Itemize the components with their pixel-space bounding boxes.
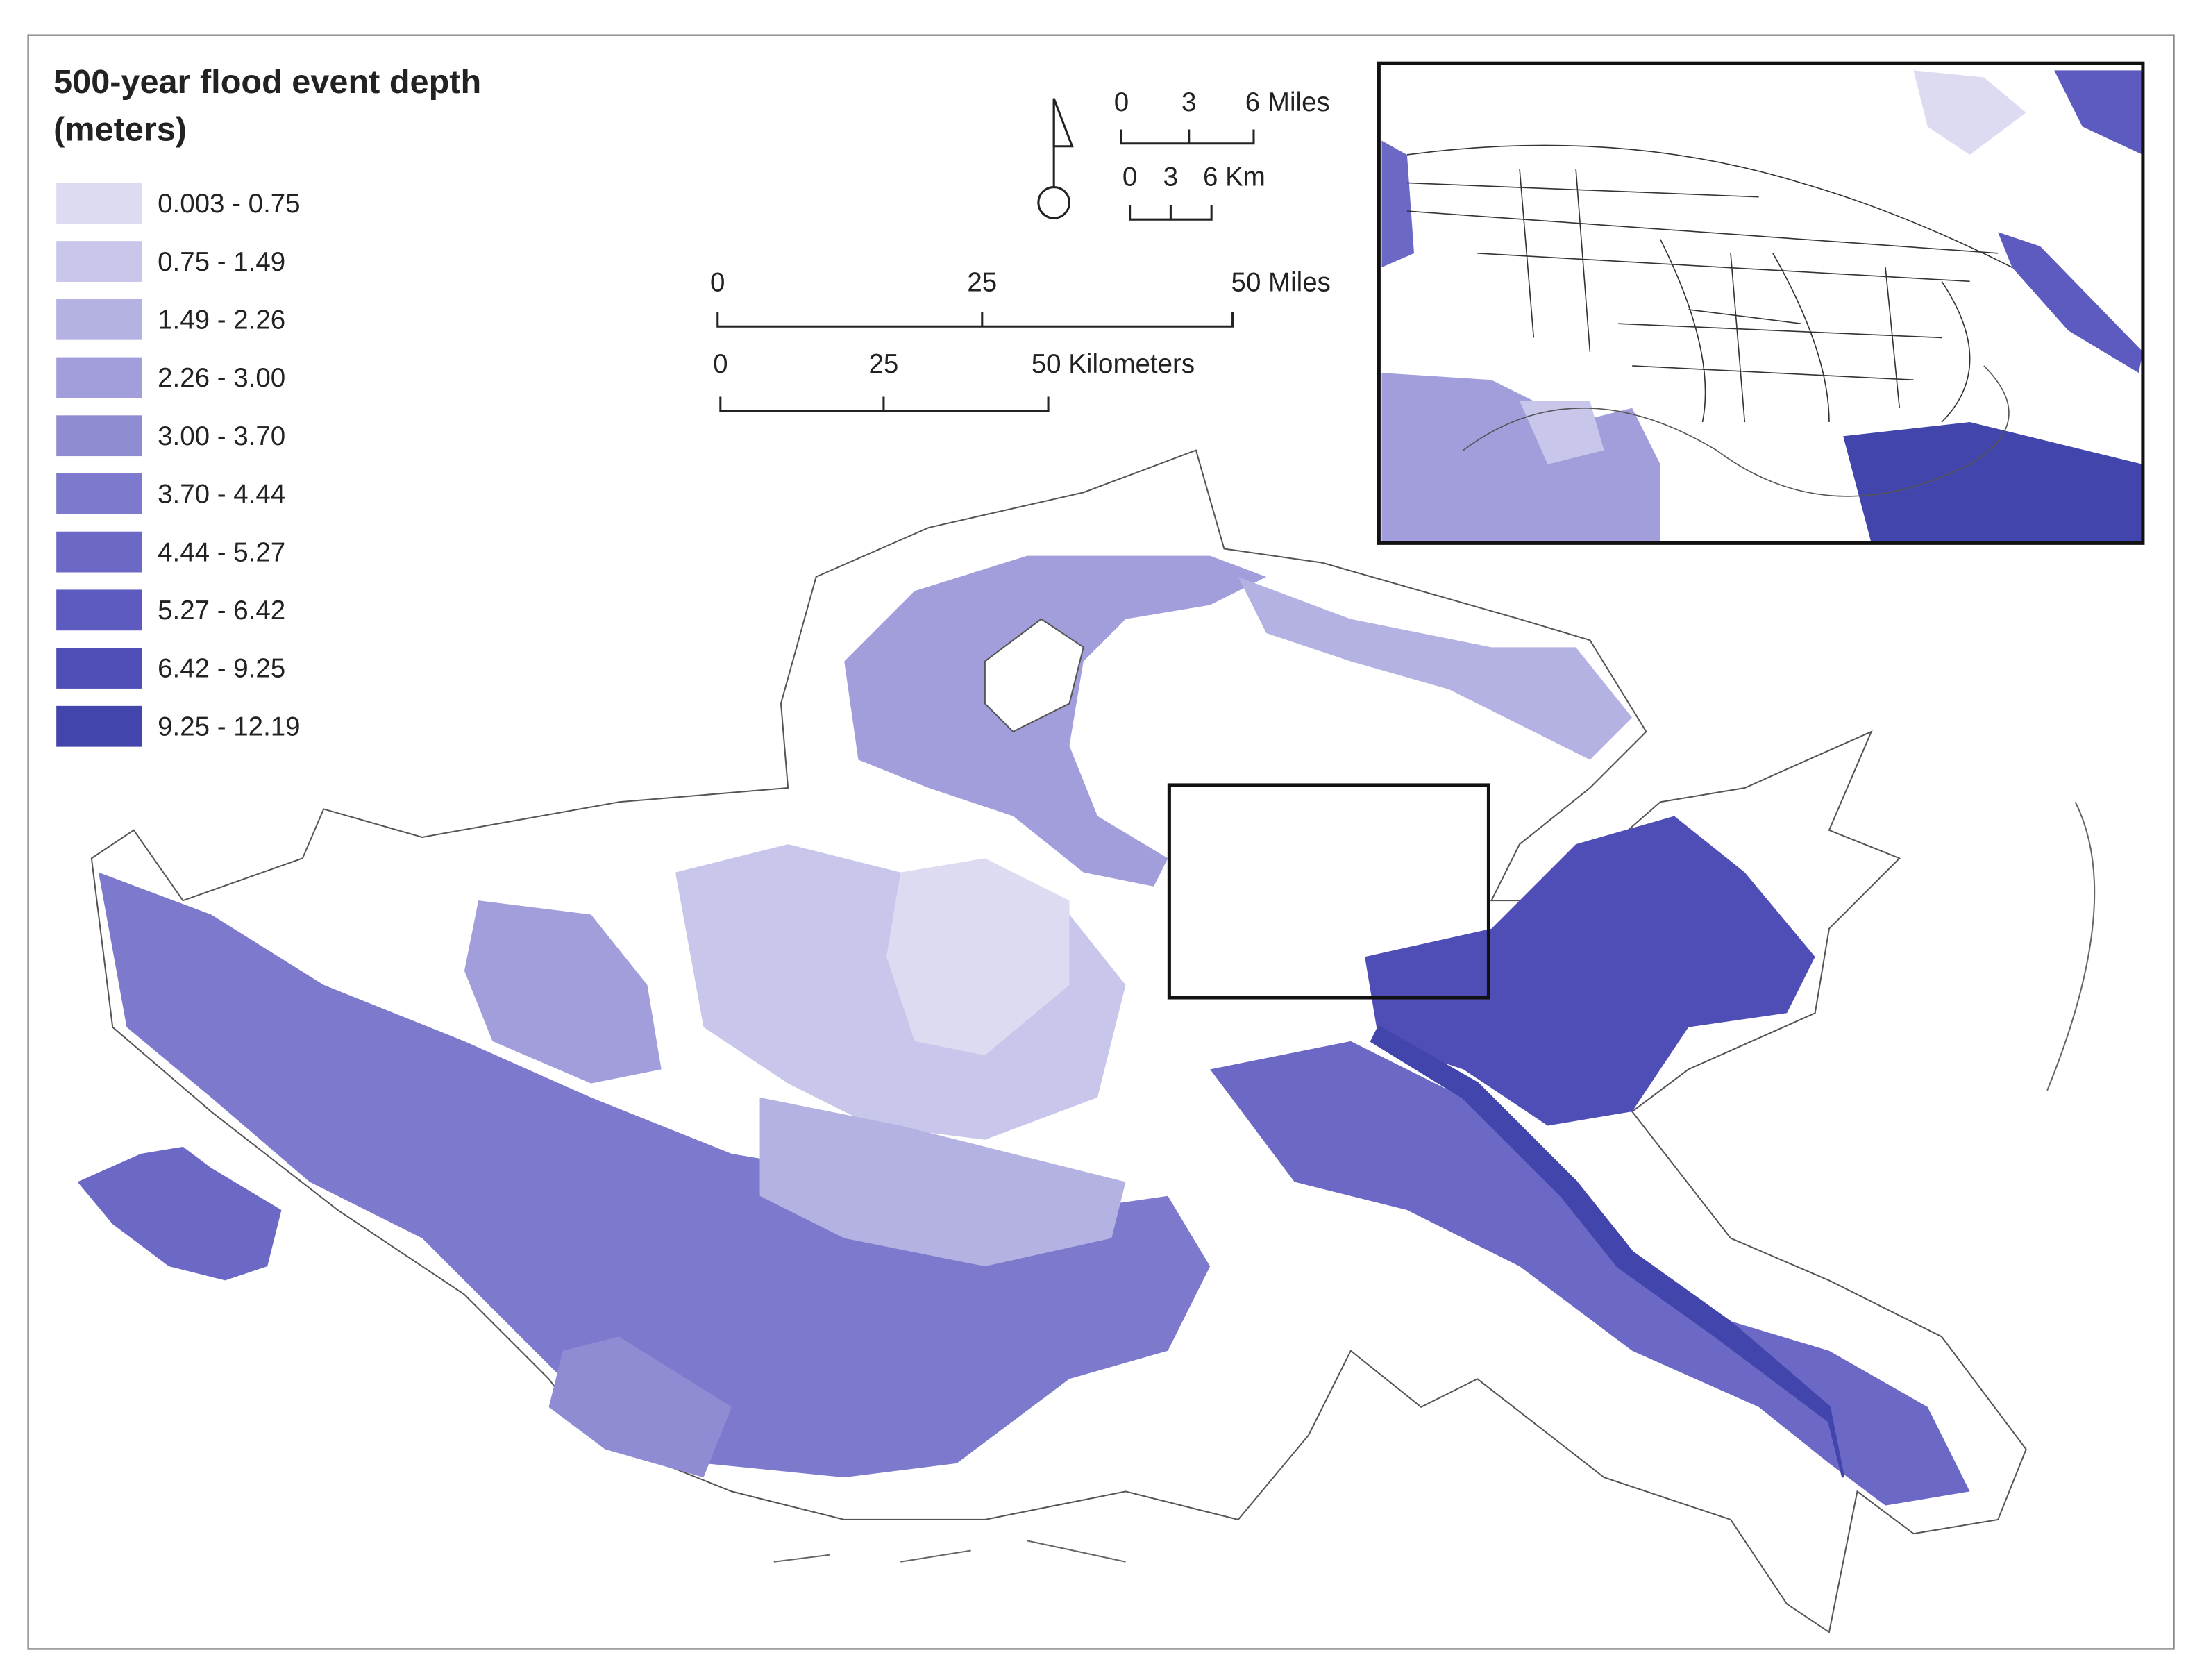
flood-area: [844, 555, 1267, 887]
legend-title: 500-year flood event depth: [53, 63, 481, 101]
scale-label: 0: [1114, 87, 1129, 117]
legend-swatch: [56, 183, 142, 224]
legend-swatch: [56, 705, 142, 747]
scale-label: 0: [713, 349, 728, 379]
legend-swatch: [56, 357, 142, 398]
scale-label: 3: [1163, 162, 1178, 192]
scale-label: 25: [869, 349, 899, 379]
legend-label: 3.70 - 4.44: [158, 480, 285, 510]
scale-bars: 0 3 6 Miles 0 3 6 Km 0 25 50 Miles 0 25 …: [710, 87, 1331, 412]
legend: 500-year flood event depth (meters) 0.00…: [53, 63, 481, 747]
flood-area: [1913, 70, 2026, 155]
legend-swatch: [56, 241, 142, 282]
flood-area: [2054, 70, 2143, 155]
legend-label: 3.00 - 3.70: [158, 421, 285, 451]
flood-area: [1381, 373, 1660, 544]
road-network: [1406, 144, 2012, 423]
legend-swatch: [56, 648, 142, 689]
scale-label: 6 Km: [1203, 162, 1265, 192]
legend-title: (meters): [53, 111, 187, 149]
legend-label: 0.003 - 0.75: [158, 189, 301, 219]
legend-swatch: [56, 473, 142, 514]
inset-frame: [1377, 61, 2145, 545]
scale-label: 3: [1181, 87, 1196, 117]
legend-swatch: [56, 415, 142, 457]
river: [1370, 1025, 1845, 1478]
legend-label: 4.44 - 5.27: [158, 537, 285, 567]
scale-bar: [719, 396, 1050, 412]
scale-bar: [1129, 205, 1213, 221]
flood-area: [1365, 816, 1815, 1126]
flood-area: [77, 1146, 282, 1281]
scale-label: 50 Kilometers: [1032, 349, 1195, 379]
flood-area: [1210, 1041, 1970, 1506]
barrier-island: [773, 1540, 1126, 1563]
legend-label: 6.42 - 9.25: [158, 654, 285, 684]
flood-area: [1843, 422, 2143, 544]
frame: [27, 34, 2175, 1650]
flood-area: [1238, 576, 1633, 760]
scale-label: 50 Miles: [1231, 268, 1331, 298]
scale-bar: [1120, 129, 1255, 145]
flood-area: [759, 1097, 1126, 1267]
legend-swatch: [56, 299, 142, 340]
flood-area: [1381, 140, 1415, 268]
flood-area: [1520, 401, 1604, 464]
legend-label: 9.25 - 12.19: [158, 712, 301, 741]
legend-swatch: [56, 531, 142, 573]
legend-label: 2.26 - 3.00: [158, 363, 285, 393]
flood-area: [98, 872, 1211, 1478]
scale-label: 6 Miles: [1245, 87, 1330, 117]
inset-map: [1377, 61, 2145, 545]
lake: [984, 618, 1084, 733]
legend-label: 0.75 - 1.49: [158, 247, 285, 277]
scale-label: 0: [710, 268, 725, 298]
scale-label: 25: [967, 268, 997, 298]
north-arrow: [1037, 98, 1074, 219]
legend-label: 1.49 - 2.26: [158, 305, 285, 335]
flood-area: [1998, 232, 2143, 373]
inset-locator: [1167, 783, 1490, 1000]
scale-bar: [716, 312, 1234, 328]
flood-area: [886, 858, 1070, 1056]
scale-label: 0: [1122, 162, 1137, 192]
river: [1463, 365, 2010, 497]
legend-label: 5.27 - 6.42: [158, 596, 285, 625]
barrier-island: [2046, 801, 2096, 1091]
legend-swatch: [56, 589, 142, 631]
flood-area: [464, 900, 662, 1084]
flood-area: [548, 1336, 732, 1478]
